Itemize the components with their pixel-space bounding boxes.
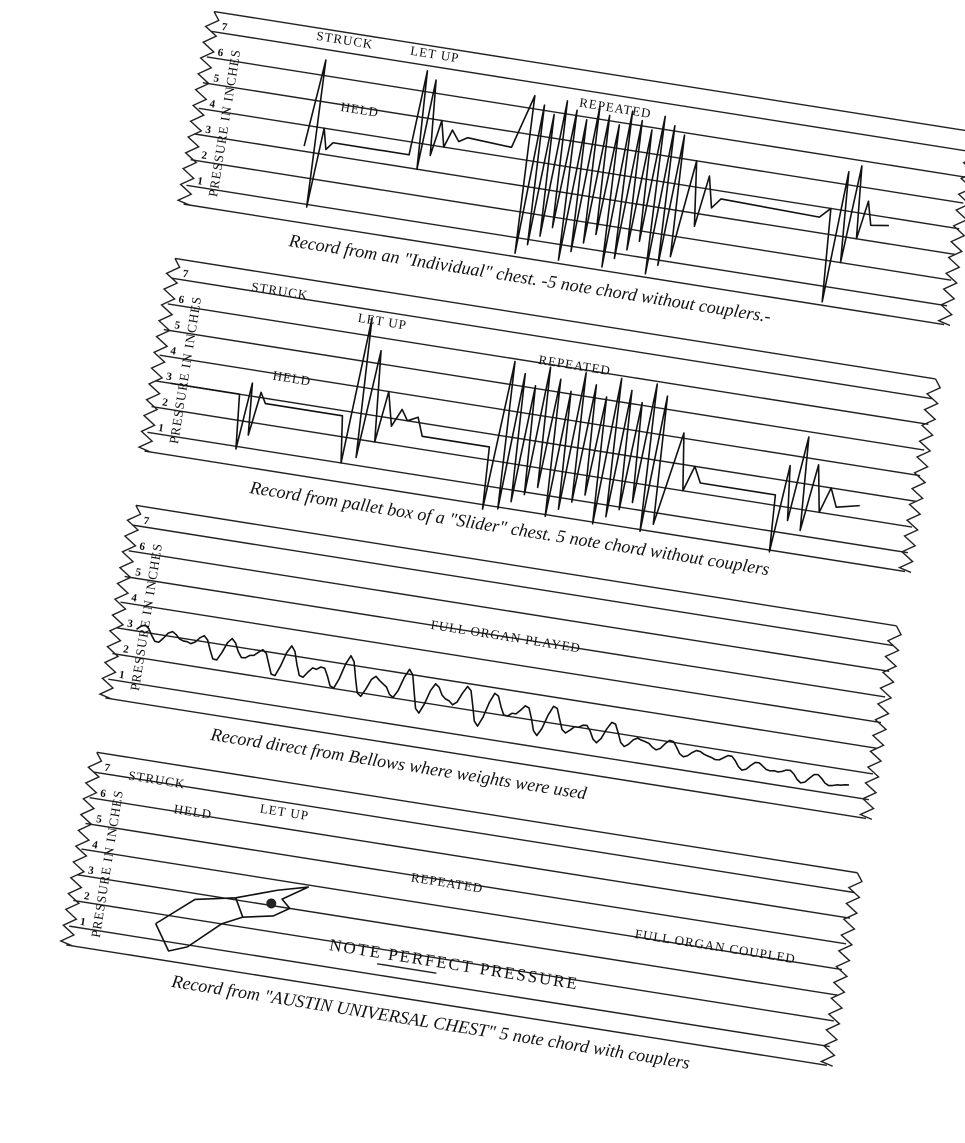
annotation: STRUCK: [315, 28, 374, 52]
right-edge: [899, 378, 941, 572]
annotation: STRUCK: [250, 279, 309, 303]
tick-label: 4: [170, 345, 178, 358]
tick-label: 2: [83, 890, 91, 903]
tick-label: 5: [213, 72, 221, 85]
tick-label: 1: [79, 916, 86, 929]
annotation: LET UP: [259, 801, 310, 824]
axis-label: PRESSURE IN INCHES: [127, 542, 165, 692]
tick-label: 1: [196, 175, 203, 188]
border-bottom: [144, 451, 905, 571]
pressure-line: [94, 772, 855, 892]
pressure-line: [112, 654, 873, 774]
annotation: NOTE PERFECT PRESSURE: [328, 935, 580, 993]
tick-label: 4: [209, 98, 217, 111]
tick-label: 7: [221, 21, 229, 34]
annotation: LET UP: [357, 310, 408, 333]
tick-label: 3: [205, 124, 213, 137]
tick-label: 1: [118, 669, 125, 682]
hand-ring: [266, 898, 277, 909]
tick-label: 7: [182, 268, 190, 281]
axis-label: PRESSURE IN INCHES: [205, 48, 243, 198]
tick-label: 6: [217, 47, 225, 60]
annotation: HELD: [173, 801, 214, 822]
page: 7654321PRESSURE IN INCHESSTRUCKLET UPHEL…: [0, 0, 965, 1143]
pointing-hand: [152, 864, 309, 971]
tick-label: 1: [157, 422, 164, 435]
tick-label: 5: [95, 813, 103, 826]
annotation: FULL ORGAN PLAYED: [430, 617, 582, 656]
border-bottom: [105, 698, 866, 818]
tick-label: 6: [99, 787, 107, 800]
tick-label: 5: [174, 319, 182, 332]
tick-label: 2: [122, 643, 130, 656]
axis-label: PRESSURE IN INCHES: [166, 295, 204, 445]
tick-label: 2: [201, 149, 209, 162]
annotation: HELD: [272, 368, 313, 389]
tick-label: 7: [143, 515, 151, 528]
annotation: LET UP: [409, 43, 460, 66]
tick-label: 4: [91, 839, 99, 852]
annotation: HELD: [340, 99, 381, 120]
tick-label: 3: [165, 371, 173, 384]
tick-label: 7: [104, 762, 112, 775]
right-edge: [938, 131, 965, 325]
caption: Record direct from Bellows where weights…: [208, 724, 589, 804]
pressure-line: [129, 551, 890, 671]
tick-label: 4: [130, 592, 138, 605]
tick-label: 6: [139, 541, 147, 554]
tick-label: 3: [126, 618, 134, 631]
axis-label: PRESSURE IN INCHES: [88, 789, 126, 939]
pressure-line: [207, 57, 965, 177]
pressure-line: [191, 160, 952, 280]
pressure-records: 7654321PRESSURE IN INCHESSTRUCKLET UPHEL…: [0, 0, 965, 1143]
tick-label: 5: [134, 566, 142, 579]
tick-label: 3: [87, 864, 95, 877]
pressure-line: [133, 525, 894, 645]
annotation: REPEATED: [410, 869, 484, 895]
tick-label: 6: [178, 294, 186, 307]
tick-label: 2: [161, 396, 169, 409]
annotation: STRUCK: [127, 768, 186, 792]
